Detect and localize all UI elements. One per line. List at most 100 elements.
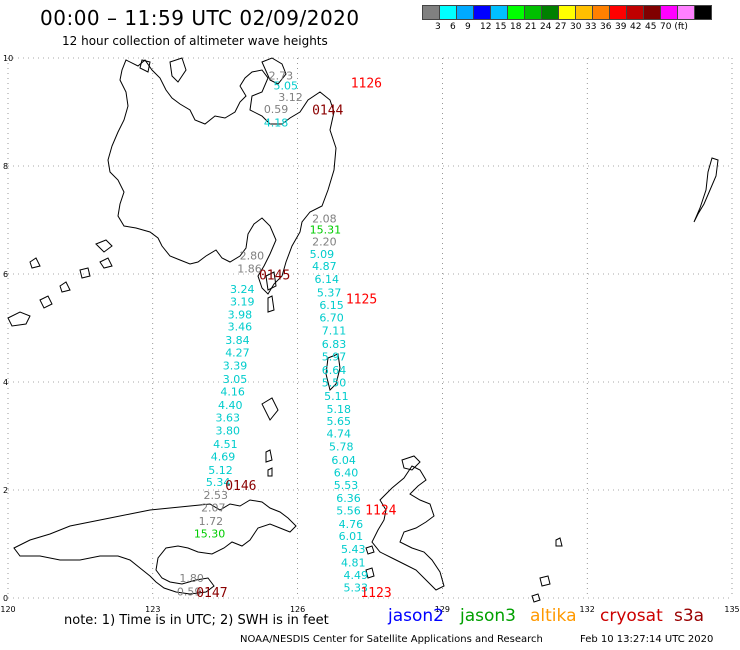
y-tick-label: 2 (3, 486, 8, 495)
wave-height-value: 5.56 (336, 504, 361, 517)
colorbar-tick-label: 39 (615, 22, 627, 32)
x-tick-label: 120 (0, 605, 15, 614)
wave-height-value: 5.97 (322, 350, 347, 363)
y-tick-label: 4 (3, 378, 8, 387)
colorbar-tick-label: 6 (450, 22, 456, 32)
satellite-pass-labels: 1126 0144 0145 1125 0146 1124 0147 1123 (196, 77, 396, 601)
wave-height-value: 5.53 (334, 479, 359, 492)
coastline-morotai (401, 455, 421, 471)
colorbar-tick-label: 24 (540, 22, 552, 32)
colorbar-tick-label: 21 (525, 22, 537, 32)
credit-date: Feb 10 13:27:14 UTC 2020 (580, 634, 714, 645)
wave-height-value: 5.34 (206, 476, 231, 489)
pass-time-label: 1125 (346, 293, 377, 308)
x-tick-label: 132 (580, 605, 595, 614)
legend-cryosat: cryosat (600, 606, 663, 626)
wave-height-value: 2.20 (312, 235, 337, 248)
pass-time-label: 0145 (259, 268, 290, 283)
colorbar-tick-label: 15 (495, 22, 507, 32)
wave-height-value: 5.33 (343, 582, 368, 595)
wave-height-value: 15.30 (194, 528, 226, 541)
wave-height-value: 2.08 (312, 213, 337, 226)
coastline-bird-head (531, 537, 563, 603)
colorbar-swatch (694, 5, 712, 20)
pass-time-label: 1123 (360, 586, 391, 601)
coastline-ternate (365, 545, 375, 579)
wave-height-value: 5.43 (341, 543, 366, 556)
coastline-bohol-coast (139, 59, 151, 73)
coastline-talaud (325, 353, 341, 391)
wave-height-value: 3.84 (225, 334, 250, 347)
wave-height-value: 6.15 (319, 299, 344, 312)
coastline-north-islands (261, 57, 287, 85)
wave-height-value: 3.24 (230, 283, 255, 296)
coastlines (7, 57, 719, 603)
credit-line: NOAA/NESDIS Center for Satellite Applica… (240, 634, 543, 645)
wave-height-value: 5.12 (208, 464, 233, 477)
colorbar-tick-label: 33 (585, 22, 597, 32)
wave-height-value: 3.63 (216, 411, 241, 424)
wave-height-value: 0.59 (264, 103, 289, 116)
x-tick-label: 123 (145, 605, 160, 614)
wave-height-value: 4.81 (341, 557, 366, 570)
map-title: 00:00 – 11:59 UTC 02/09/2020 (40, 6, 360, 30)
wave-height-value: 6.14 (314, 273, 339, 286)
colorbar-tick-label: 70 (ft) (660, 22, 688, 32)
wave-height-value: 2.80 (240, 249, 265, 262)
pass-time-label: 0147 (196, 586, 227, 601)
wave-height-value: 3.98 (228, 308, 253, 321)
legend-altika: altika (530, 606, 577, 626)
wave-height-value: 4.69 (211, 450, 236, 463)
wave-height-value: 15.31 (310, 224, 342, 237)
wave-height-value: 2.53 (203, 489, 228, 502)
wave-height-value: 4.27 (225, 347, 250, 360)
colorbar-tick-label: 27 (555, 22, 567, 32)
coastline-mindanao (107, 59, 337, 295)
wave-height-value: 6.36 (336, 492, 361, 505)
wave-height-value: 2.07 (201, 502, 226, 515)
x-tick-label: 129 (435, 605, 450, 614)
wave-height-value: 5.50 (322, 376, 347, 389)
wave-height-value: 6.70 (319, 312, 344, 325)
wave-height-value: 4.40 (218, 399, 243, 412)
y-tick-label: 0 (3, 594, 8, 603)
wave-height-value: 3.39 (223, 360, 248, 373)
wave-height-value: 5.09 (310, 248, 335, 261)
wave-height-value: 4.18 (264, 117, 289, 130)
wave-height-value: 3.12 (278, 91, 303, 104)
wave-height-value: 4.74 (327, 428, 352, 441)
colorbar-tick-label: 9 (465, 22, 471, 32)
wave-height-value: 1.72 (199, 515, 224, 528)
wave-height-value: 6.04 (331, 454, 356, 467)
wave-height-value: 1.86 (237, 262, 262, 275)
wave-height-colorbar (422, 5, 712, 20)
legend-s3a: s3a (674, 606, 705, 626)
wave-height-value: 5.78 (329, 441, 354, 454)
y-tick-label: 8 (3, 162, 8, 171)
wave-height-value: 6.40 (334, 467, 359, 480)
wave-height-value: 4.51 (213, 438, 238, 451)
wave-height-value: 5.11 (324, 390, 349, 403)
wave-height-value: 5.37 (317, 287, 342, 300)
wave-height-value: 0.59 (177, 585, 202, 598)
wave-height-value: 1.80 (179, 572, 204, 585)
pass-time-label: 0144 (312, 104, 343, 119)
map-grid (7, 57, 733, 599)
wave-height-value: 4.49 (343, 569, 368, 582)
wave-height-value: 5.18 (327, 403, 352, 416)
y-tick-label: 6 (3, 270, 8, 279)
units-note: note: 1) Time is in UTC; 2) SWH is in fe… (64, 613, 329, 628)
pass-time-label: 0146 (225, 479, 256, 494)
colorbar-tick-label: 18 (510, 22, 522, 32)
x-tick-label: 126 (290, 605, 305, 614)
wave-height-value: 3.05 (223, 373, 248, 386)
y-tick-label: 10 (3, 54, 13, 63)
colorbar-tick-label: 36 (600, 22, 612, 32)
coastline-dinagat (169, 57, 187, 83)
map-subtitle: 12 hour collection of altimeter wave hei… (62, 34, 328, 48)
colorbar-tick-label: 3 (435, 22, 441, 32)
colorbar-tick-label: 45 (645, 22, 657, 32)
colorbar-tick-label: 30 (570, 22, 582, 32)
coastline-sulu-islands (7, 239, 113, 327)
